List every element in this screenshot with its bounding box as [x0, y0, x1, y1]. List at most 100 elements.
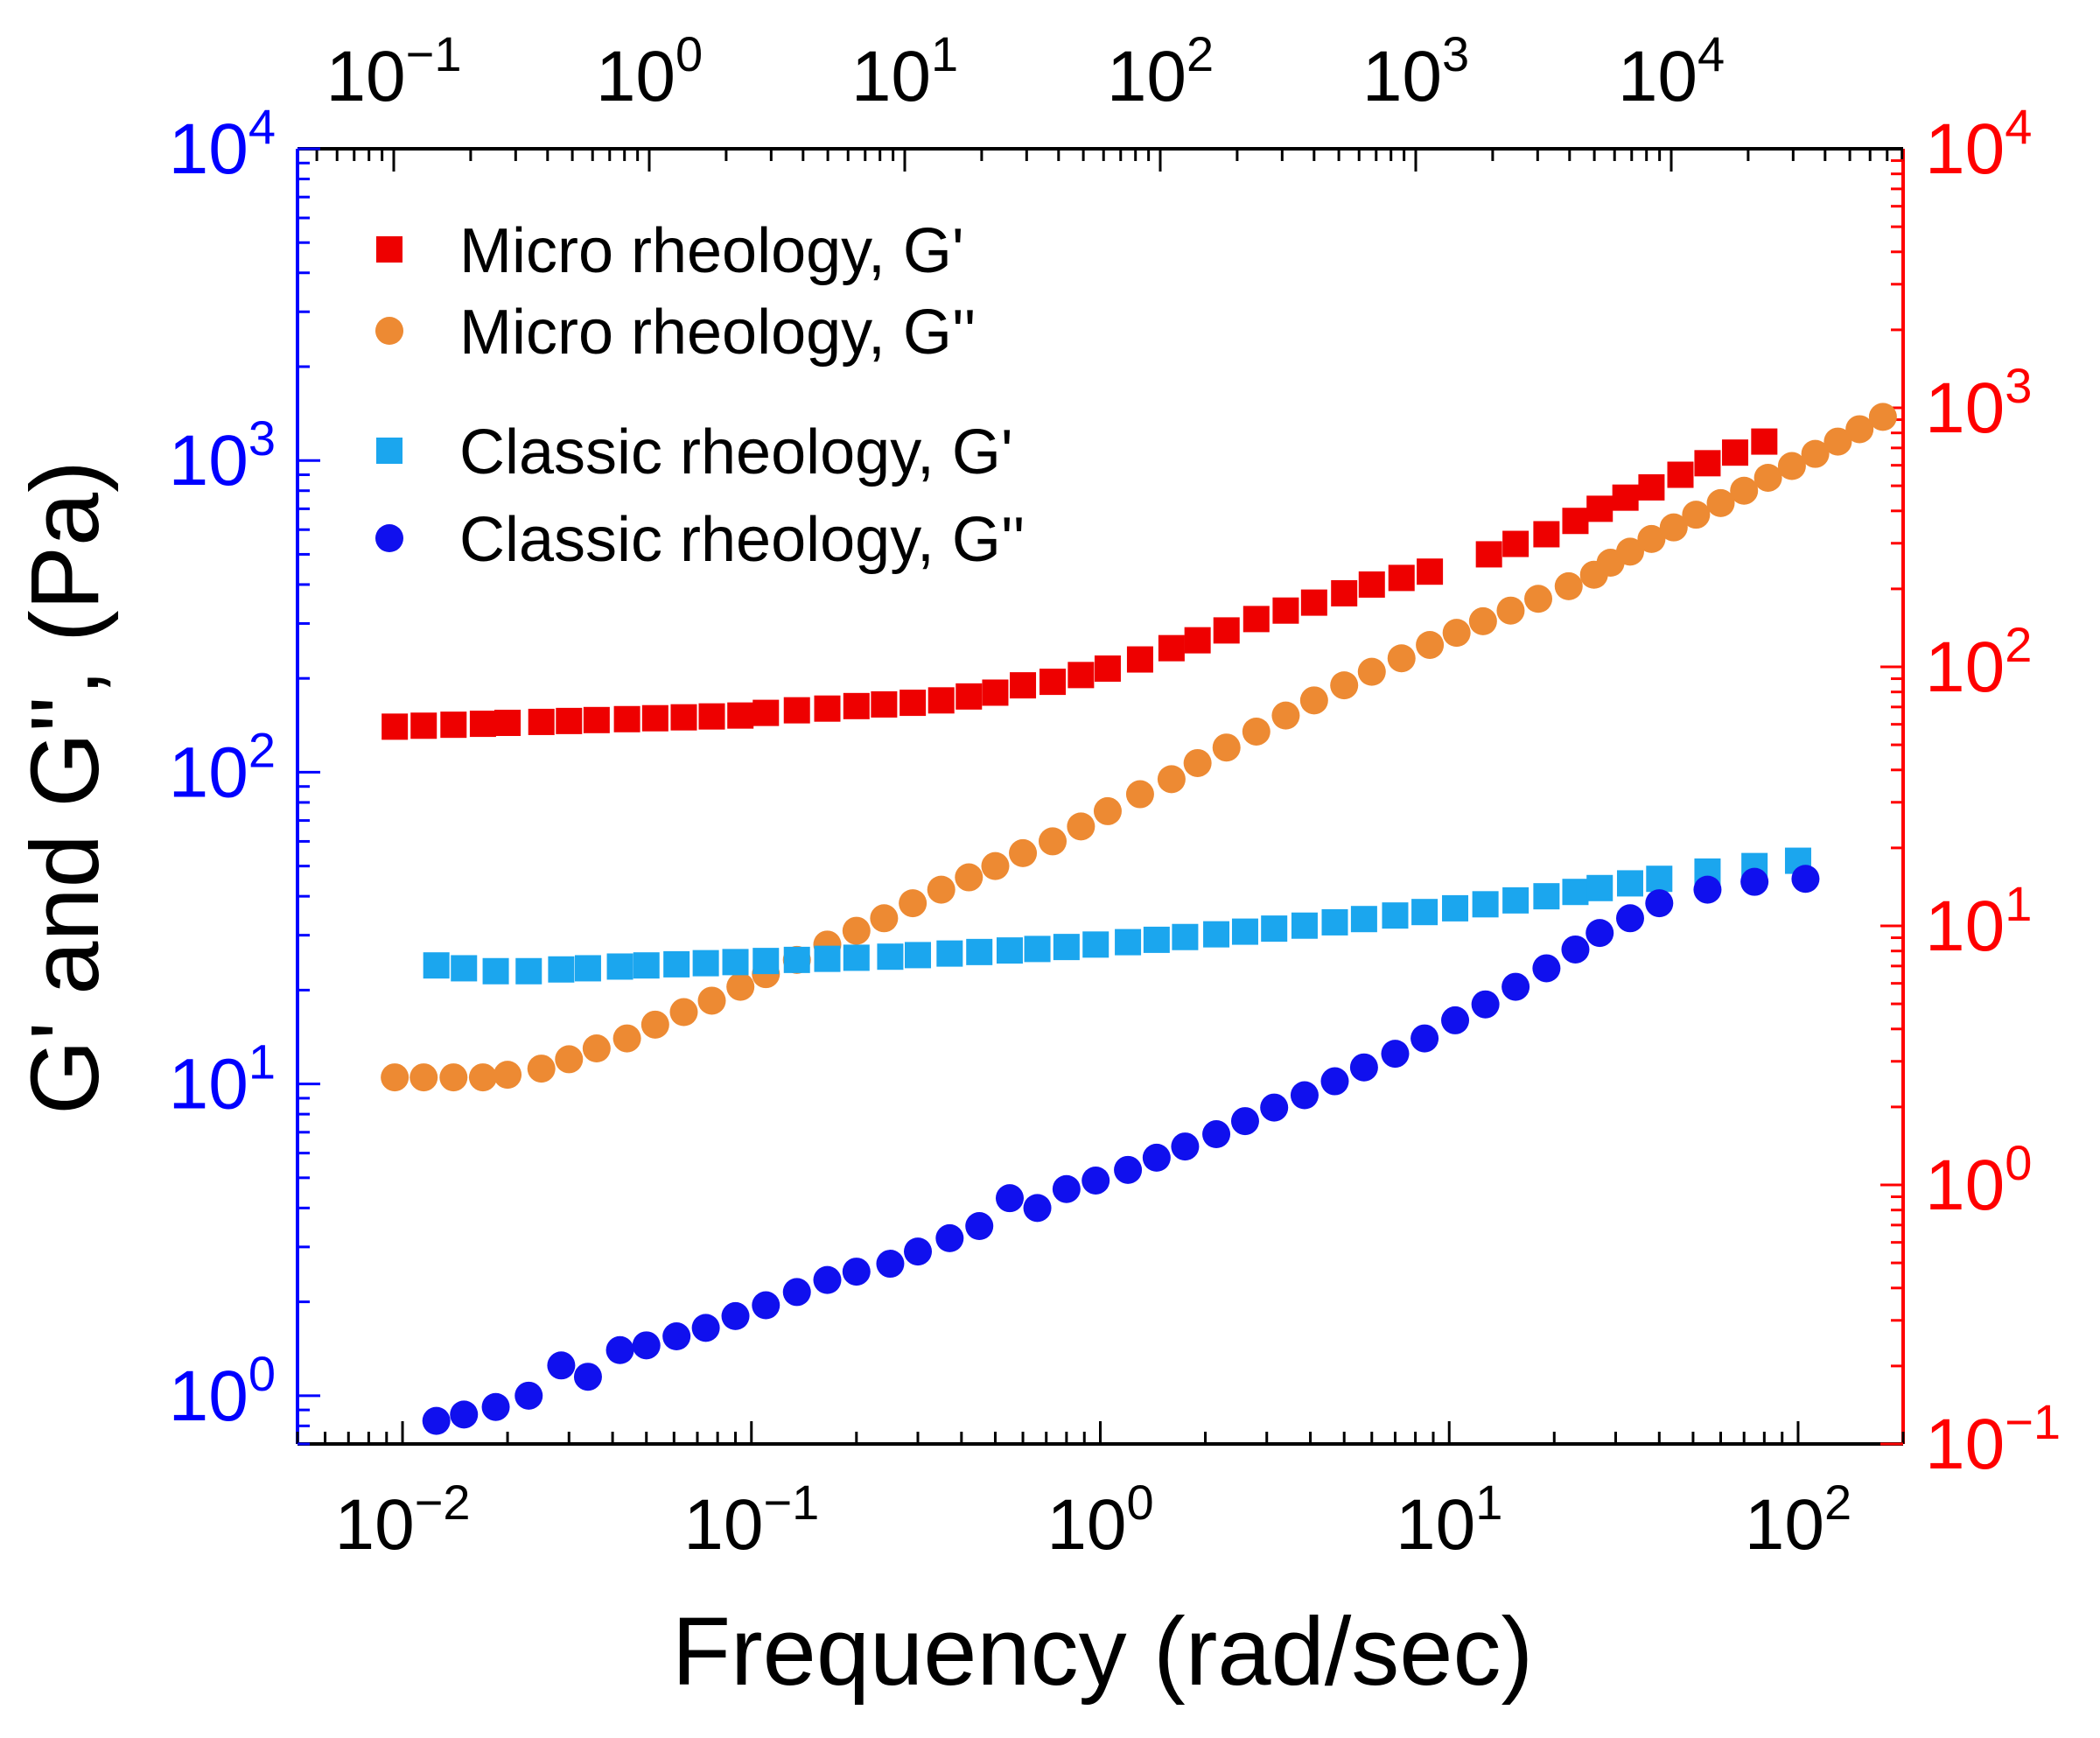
marker-classic-rheology-g	[877, 943, 904, 971]
marker-classic-rheology-g	[606, 1335, 634, 1364]
marker-micro-rheology-g	[842, 916, 871, 945]
axes-layer: 10−2 10−1 100 101 102 10−1 100 101 102 103 104 100 1…	[169, 26, 2061, 1565]
marker-micro-rheology-g	[1358, 571, 1385, 598]
marker-micro-rheology-g	[843, 692, 870, 719]
marker-classic-rheology-g	[1230, 1107, 1259, 1136]
marker-classic-rheology-g	[1615, 904, 1644, 933]
marker-micro-rheology-g	[1242, 717, 1270, 746]
marker-classic-rheology-g	[1052, 1174, 1081, 1203]
marker-micro-rheology-g	[1562, 508, 1589, 535]
marker-micro-rheology-g	[1158, 634, 1185, 662]
y-tick-label: 100	[169, 1346, 276, 1436]
right-tick-label: 100	[1925, 1135, 2032, 1225]
marker-classic-rheology-g	[1290, 1081, 1319, 1110]
marker-classic-rheology-g	[1350, 906, 1377, 933]
marker-micro-rheology-g	[871, 690, 898, 718]
marker-classic-rheology-g	[814, 945, 841, 972]
marker-micro-rheology-g	[1331, 579, 1358, 606]
marker-classic-rheology-g	[1023, 1194, 1052, 1223]
marker-micro-rheology-g	[1357, 657, 1386, 686]
legend-label: Micro rheology, G''	[459, 298, 976, 368]
marker-micro-rheology-g	[1416, 630, 1445, 659]
marker-classic-rheology-g	[1442, 894, 1469, 922]
marker-classic-rheology-g	[1411, 899, 1438, 926]
axis-labels: Frequency (rad/sec) G' and G'', (Pa)	[11, 460, 1533, 1706]
marker-micro-rheology-g	[1682, 501, 1711, 529]
marker-micro-rheology-g	[1093, 796, 1122, 825]
marker-micro-rheology-g	[613, 705, 640, 732]
marker-classic-rheology-g	[904, 1237, 933, 1266]
marker-micro-rheology-g	[410, 712, 438, 739]
marker-classic-rheology-g	[1616, 870, 1643, 897]
marker-classic-rheology-g	[1502, 887, 1530, 914]
marker-classic-rheology-g	[1381, 1040, 1410, 1069]
marker-micro-rheology-g	[1125, 780, 1154, 809]
marker-micro-rheology-g	[928, 687, 955, 714]
marker-micro-rheology-g	[1496, 596, 1525, 625]
marker-micro-rheology-g	[1754, 463, 1782, 492]
right-tick-label: 101	[1925, 876, 2032, 966]
marker-classic-rheology-g	[1693, 875, 1722, 904]
marker-micro-rheology-g	[410, 1063, 438, 1092]
marker-classic-rheology-g	[782, 1278, 811, 1307]
marker-micro-rheology-g	[1183, 748, 1212, 777]
marker-classic-rheology-g	[547, 1351, 576, 1380]
marker-micro-rheology-g	[469, 711, 496, 738]
marker-classic-rheology-g	[1791, 865, 1820, 894]
marker-classic-rheology-g	[813, 1265, 842, 1294]
marker-classic-rheology-g	[662, 1322, 691, 1351]
x-tick-label: 10−2	[334, 1475, 470, 1565]
x-tick-label: 100	[1046, 1475, 1153, 1565]
marker-micro-rheology-g	[1442, 619, 1471, 648]
marker-micro-rheology-g	[381, 1063, 410, 1092]
marker-micro-rheology-g	[1554, 571, 1583, 600]
marker-classic-rheology-g	[451, 955, 478, 982]
legend-marker	[375, 524, 403, 552]
marker-classic-rheology-g	[1171, 1132, 1200, 1161]
right-tick-label: 102	[1925, 617, 2032, 707]
marker-micro-rheology-g	[1502, 530, 1530, 557]
marker-classic-rheology-g	[905, 942, 932, 969]
marker-classic-rheology-g	[1533, 883, 1560, 910]
marker-micro-rheology-g	[669, 998, 698, 1027]
marker-classic-rheology-g	[1471, 990, 1500, 1019]
marker-micro-rheology-g	[727, 702, 754, 729]
marker-micro-rheology-g	[583, 706, 610, 733]
marker-micro-rheology-g	[1010, 672, 1037, 699]
marker-micro-rheology-g	[1299, 686, 1328, 715]
marker-classic-rheology-g	[1321, 908, 1348, 936]
marker-classic-rheology-g	[1172, 923, 1199, 950]
marker-micro-rheology-g	[1067, 812, 1096, 841]
marker-micro-rheology-g	[440, 711, 467, 739]
marker-micro-rheology-g	[1667, 461, 1694, 488]
marker-micro-rheology-g	[783, 697, 810, 724]
marker-micro-rheology-g	[698, 703, 725, 730]
marker-classic-rheology-g	[1586, 919, 1614, 948]
marker-classic-rheology-g	[1320, 1067, 1349, 1096]
marker-classic-rheology-g	[783, 946, 810, 973]
marker-micro-rheology-g	[1730, 476, 1759, 505]
top-tick-label: 101	[851, 26, 958, 116]
marker-classic-rheology-g	[935, 1223, 964, 1252]
marker-classic-rheology-g	[1291, 912, 1318, 939]
marker-classic-rheology-g	[422, 1406, 451, 1435]
marker-micro-rheology-g	[1612, 484, 1639, 511]
legend-marker	[376, 236, 402, 263]
marker-classic-rheology-g	[1143, 926, 1170, 953]
marker-micro-rheology-g	[494, 710, 522, 737]
marker-micro-rheology-g	[582, 1034, 611, 1063]
y-tick-label: 103	[169, 410, 276, 501]
marker-micro-rheology-g	[1039, 827, 1068, 856]
marker-micro-rheology-g	[641, 704, 668, 732]
marker-micro-rheology-g	[439, 1063, 468, 1092]
legend-marker	[376, 438, 402, 464]
marker-classic-rheology-g	[965, 1212, 994, 1241]
y-axis-label: G' and G'', (Pa)	[11, 460, 119, 1115]
marker-classic-rheology-g	[423, 952, 450, 979]
marker-micro-rheology-g	[1638, 473, 1665, 501]
marker-classic-rheology-g	[1203, 921, 1230, 948]
x-tick-label: 102	[1745, 1475, 1852, 1565]
marker-classic-rheology-g	[1082, 1166, 1110, 1195]
marker-micro-rheology-g	[1009, 838, 1038, 867]
